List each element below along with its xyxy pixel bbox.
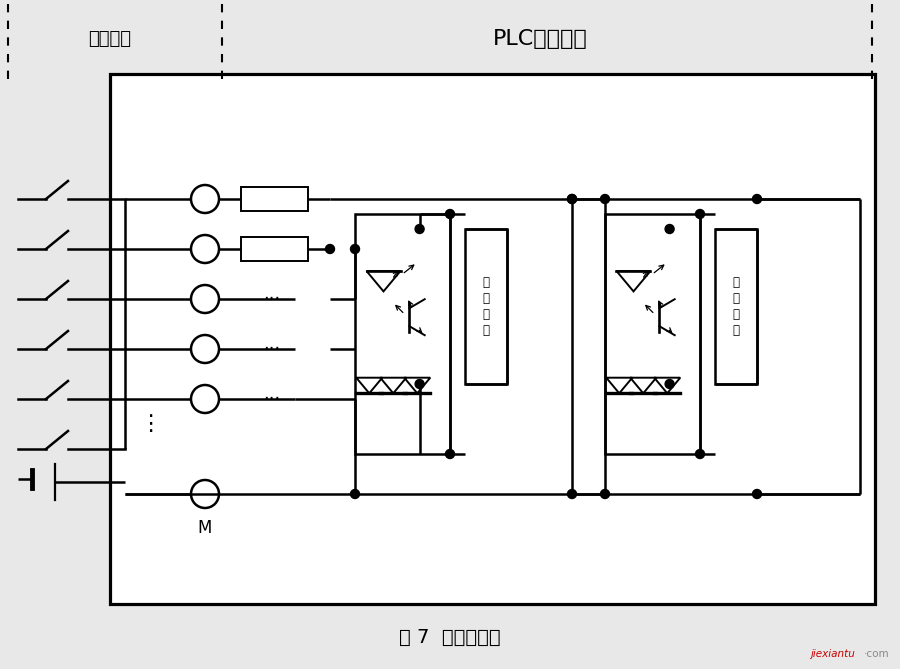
Circle shape: [600, 195, 609, 203]
Circle shape: [446, 209, 454, 219]
Text: jiexiantu: jiexiantu: [810, 649, 855, 659]
Bar: [241, 237, 308, 261]
Text: PLC内部接线: PLC内部接线: [492, 29, 588, 49]
Circle shape: [696, 209, 705, 219]
Circle shape: [568, 490, 577, 498]
Circle shape: [446, 450, 454, 458]
Text: 图 7  混合型电路: 图 7 混合型电路: [400, 628, 500, 646]
Circle shape: [568, 195, 577, 203]
Text: ···: ···: [264, 390, 281, 408]
Bar: [241, 187, 308, 211]
Circle shape: [350, 244, 359, 254]
Circle shape: [665, 379, 674, 389]
Bar: [465, 229, 507, 384]
Text: 至
处
理
器: 至 处 理 器: [733, 276, 740, 337]
Circle shape: [350, 490, 359, 498]
Bar: [715, 229, 757, 384]
Text: ···: ···: [264, 290, 281, 308]
Circle shape: [415, 225, 424, 233]
Circle shape: [752, 195, 761, 203]
Circle shape: [696, 450, 705, 458]
Text: M: M: [198, 519, 212, 537]
Circle shape: [415, 379, 424, 389]
Circle shape: [752, 490, 761, 498]
Bar: [605, 214, 700, 454]
Bar: [110, 74, 875, 604]
Text: 至
处
理
器: 至 处 理 器: [482, 276, 490, 337]
Text: 外部接线: 外部接线: [88, 30, 131, 48]
Circle shape: [568, 195, 577, 203]
Bar: [355, 214, 450, 454]
Text: ···: ···: [264, 340, 281, 358]
Circle shape: [326, 244, 335, 254]
Text: ·com: ·com: [864, 649, 890, 659]
Circle shape: [600, 490, 609, 498]
Text: ⋮: ⋮: [139, 414, 161, 434]
Circle shape: [665, 225, 674, 233]
